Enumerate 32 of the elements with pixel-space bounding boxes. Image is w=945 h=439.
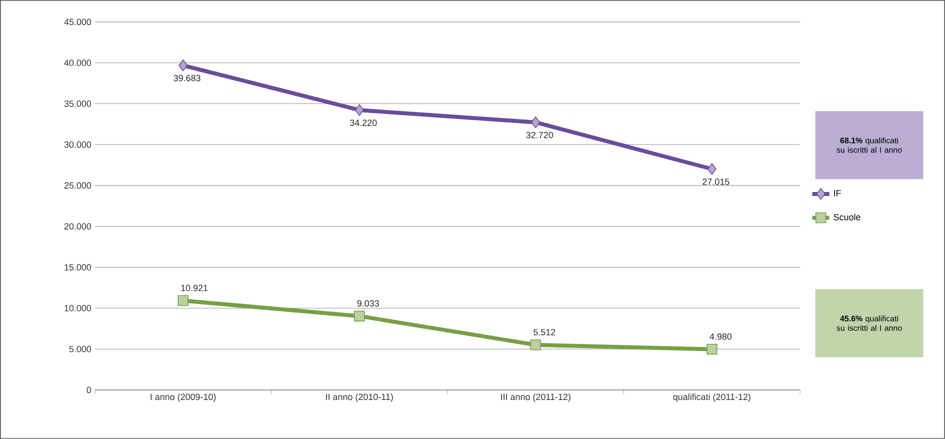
point xyxy=(707,163,716,175)
y-tick-label: 40.000 xyxy=(64,60,92,66)
point xyxy=(531,116,540,128)
data-label: 4.980 xyxy=(710,333,732,340)
legend-label: Scuole xyxy=(834,214,860,220)
x-tick-label: III anno (2011-12) xyxy=(501,394,570,402)
y-tick-label: 25.000 xyxy=(64,182,92,189)
point xyxy=(178,295,188,306)
y-tick-label: 45.000 xyxy=(64,18,92,26)
y-tick-label: 10.000 xyxy=(64,305,92,312)
y-tick-label: 15.000 xyxy=(64,264,92,271)
point xyxy=(178,60,188,72)
data-label: 10.921 xyxy=(181,284,208,292)
data-label: 5.512 xyxy=(534,329,556,336)
data-label: 32.720 xyxy=(526,132,554,138)
y-tick-label: 30.000 xyxy=(64,141,92,148)
data-label: 34.220 xyxy=(350,120,377,126)
point xyxy=(530,340,542,350)
data-label: 27.015 xyxy=(702,178,730,185)
y-tick-label: 0 xyxy=(86,386,92,394)
data-label: 39.683 xyxy=(174,74,200,82)
x-tick-label: qualificati (2011-12) xyxy=(673,394,750,402)
point xyxy=(354,104,364,116)
legend-label: IF xyxy=(834,190,841,196)
y-tick-label: 35.000 xyxy=(64,100,92,107)
x-tick-label: II anno (2010-11) xyxy=(326,394,393,402)
y-tick-label: 20.000 xyxy=(64,223,92,230)
y-tick-label: 5.000 xyxy=(69,346,92,352)
point xyxy=(706,344,718,355)
data-label: 9.033 xyxy=(357,300,379,307)
x-tick-label: I anno (2009-10) xyxy=(150,394,216,402)
point xyxy=(354,310,365,322)
